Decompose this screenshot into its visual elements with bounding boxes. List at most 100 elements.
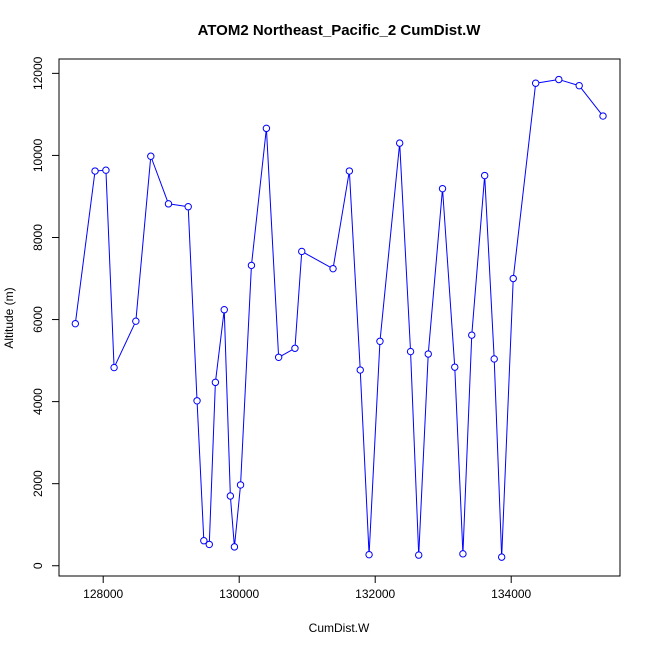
data-point: [497, 553, 506, 561]
data-point: [365, 550, 373, 559]
x-tick-label: 128000: [83, 587, 123, 601]
series-line-segment: [240, 268, 252, 482]
series-line-segment: [333, 174, 350, 266]
series-line-segment: [493, 362, 503, 554]
series-line-segment: [484, 178, 495, 356]
series-line-segment: [471, 178, 485, 332]
data-point: [226, 492, 235, 500]
data-point: [211, 378, 220, 387]
data-point: [424, 350, 432, 358]
data-point: [200, 537, 208, 545]
series-line-segment: [281, 349, 293, 357]
series-line-segment: [368, 344, 381, 552]
data-point: [356, 366, 364, 374]
data-point: [230, 543, 239, 551]
data-point: [345, 167, 354, 175]
data-point: [247, 261, 256, 270]
series-line-segment: [114, 323, 135, 365]
series-line-segment: [294, 254, 303, 346]
plot-area: [71, 75, 607, 561]
data-point: [298, 247, 306, 256]
data-point: [438, 184, 447, 193]
data-point: [459, 550, 467, 558]
plot-frame: [58, 58, 621, 577]
series-line-segment: [196, 403, 205, 538]
series-line-segment: [230, 499, 235, 544]
y-axis: 0 2000 4000 6000 8000 10000 12000: [31, 56, 59, 569]
series-line-segment: [501, 281, 514, 554]
series-line-segment: [462, 338, 473, 551]
series-line-segment: [580, 87, 602, 114]
data-point: [376, 337, 384, 345]
data-point: [468, 331, 476, 339]
series-line-segment: [538, 79, 556, 84]
series-line-segment: [171, 203, 186, 207]
series-line-segment: [215, 312, 225, 380]
series-line-segment: [379, 146, 400, 339]
data-point: [262, 124, 271, 133]
series-line-segment: [234, 488, 241, 544]
series-line-segment: [105, 173, 115, 365]
data-point: [132, 317, 140, 325]
series-line-segment: [187, 209, 198, 398]
series-line-segment: [151, 159, 168, 202]
data-point: [575, 81, 583, 90]
data-point: [329, 264, 337, 273]
data-point: [531, 79, 540, 87]
x-axis-label: CumDist.W: [309, 621, 370, 635]
data-point: [102, 166, 110, 174]
x-tick-label: 132000: [355, 587, 395, 601]
data-point: [415, 551, 423, 559]
y-tick-label: 0: [31, 562, 45, 569]
x-tick-label: 130000: [219, 587, 259, 601]
series-line-segment: [442, 191, 456, 364]
y-tick-label: 8000: [31, 224, 45, 251]
series-line-segment: [418, 357, 429, 552]
data-point: [184, 203, 192, 211]
series-line-segment: [251, 131, 267, 263]
data-point: [164, 200, 173, 208]
data-point: [490, 355, 498, 363]
series-line-segment: [410, 354, 420, 552]
y-tick-label: 6000: [31, 306, 45, 333]
data-point: [110, 363, 118, 372]
series-line-segment: [359, 373, 370, 552]
data-point: [509, 274, 517, 283]
data-point: [291, 344, 299, 352]
data-point: [193, 397, 201, 405]
series-line-segment: [304, 252, 331, 268]
data-point: [555, 75, 563, 84]
series-line-segment: [208, 385, 216, 542]
data-point: [274, 353, 283, 362]
series-line-segment: [135, 159, 152, 319]
x-tick-label: 134000: [491, 587, 531, 601]
data-point: [395, 139, 404, 147]
series-line-segment: [561, 79, 577, 86]
series-line-segment: [454, 370, 464, 551]
data-point: [71, 319, 80, 328]
data-point: [205, 540, 213, 549]
y-axis-label: Altitude (m): [2, 287, 16, 348]
data-point: [236, 481, 245, 489]
y-tick-label: 10000: [31, 138, 45, 172]
series-line-segment: [223, 312, 231, 493]
y-tick-label: 4000: [31, 388, 45, 415]
data-point: [91, 167, 99, 175]
series-line-segment: [513, 86, 536, 276]
series-line-segment: [428, 191, 443, 351]
series-line-segment: [349, 174, 361, 367]
series-line-segment: [266, 131, 279, 355]
y-tick-label: 12000: [31, 56, 45, 90]
data-point: [599, 112, 607, 120]
data-point: [220, 306, 228, 314]
data-point: [147, 152, 155, 160]
data-point: [480, 171, 489, 180]
series-line-segment: [75, 174, 96, 321]
x-axis: 128000 130000 132000 134000: [83, 576, 532, 601]
series-line-segment: [399, 146, 411, 349]
data-point: [451, 363, 459, 371]
y-tick-label: 2000: [31, 470, 45, 497]
chart-title: ATOM2 Northeast_Pacific_2 CumDist.W: [198, 22, 482, 39]
data-point: [406, 347, 415, 356]
